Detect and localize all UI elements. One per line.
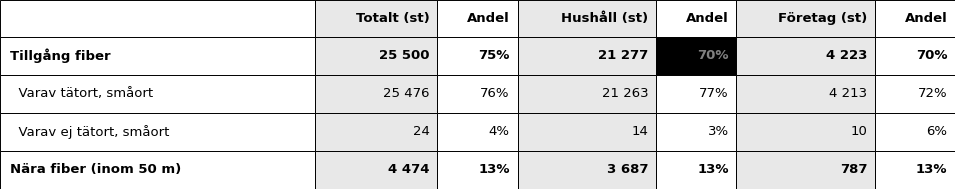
Text: 14: 14 (631, 125, 648, 139)
Bar (518, 0, 656, 37)
Bar (875, 151, 955, 189)
Text: Nära fiber (inom 50 m): Nära fiber (inom 50 m) (10, 163, 180, 177)
Text: 70%: 70% (916, 49, 947, 62)
Text: 787: 787 (839, 163, 867, 177)
Bar (437, 75, 518, 113)
Bar (656, 0, 736, 37)
Text: 24: 24 (413, 125, 430, 139)
Bar (656, 37, 736, 75)
Bar (518, 75, 656, 113)
Text: Tillgång fiber: Tillgång fiber (10, 49, 110, 63)
Text: 10: 10 (851, 125, 867, 139)
Text: 4 474: 4 474 (389, 163, 430, 177)
Text: 75%: 75% (478, 49, 510, 62)
Text: 70%: 70% (697, 49, 729, 62)
Text: 4 223: 4 223 (826, 49, 867, 62)
Text: Andel: Andel (904, 12, 947, 25)
Text: 77%: 77% (699, 87, 729, 100)
Bar (315, 75, 437, 113)
Bar (518, 151, 656, 189)
Bar (0, 151, 315, 189)
Bar (0, 113, 315, 151)
Text: 3%: 3% (708, 125, 729, 139)
Bar (736, 151, 875, 189)
Text: 72%: 72% (918, 87, 947, 100)
Text: 25 500: 25 500 (379, 49, 430, 62)
Bar (656, 113, 736, 151)
Text: Varav ej tätort, småort: Varav ej tätort, småort (10, 125, 169, 139)
Bar (437, 113, 518, 151)
Bar (315, 37, 437, 75)
Bar (736, 75, 875, 113)
Text: 13%: 13% (697, 163, 729, 177)
Bar (0, 75, 315, 113)
Bar (518, 113, 656, 151)
Bar (736, 0, 875, 37)
Text: Andel: Andel (467, 12, 510, 25)
Bar (0, 0, 315, 37)
Bar (736, 37, 875, 75)
Bar (0, 37, 315, 75)
Bar (875, 75, 955, 113)
Bar (437, 0, 518, 37)
Text: Företag (st): Företag (st) (778, 12, 867, 25)
Bar (437, 37, 518, 75)
Text: 4 213: 4 213 (829, 87, 867, 100)
Bar (437, 151, 518, 189)
Bar (875, 37, 955, 75)
Bar (736, 113, 875, 151)
Text: Hushåll (st): Hushåll (st) (562, 12, 648, 25)
Bar (315, 151, 437, 189)
Bar (656, 151, 736, 189)
Text: 13%: 13% (478, 163, 510, 177)
Bar (315, 113, 437, 151)
Bar (518, 37, 656, 75)
Text: 76%: 76% (480, 87, 510, 100)
Text: 6%: 6% (926, 125, 947, 139)
Text: 3 687: 3 687 (607, 163, 648, 177)
Text: 25 476: 25 476 (383, 87, 430, 100)
Text: Totalt (st): Totalt (st) (356, 12, 430, 25)
Text: 4%: 4% (489, 125, 510, 139)
Text: Varav tätort, småort: Varav tätort, småort (10, 87, 153, 100)
Text: 13%: 13% (916, 163, 947, 177)
Bar (315, 0, 437, 37)
Bar (875, 0, 955, 37)
Text: 21 263: 21 263 (602, 87, 648, 100)
Text: 21 277: 21 277 (599, 49, 648, 62)
Bar (875, 113, 955, 151)
Text: Andel: Andel (686, 12, 729, 25)
Bar (656, 75, 736, 113)
